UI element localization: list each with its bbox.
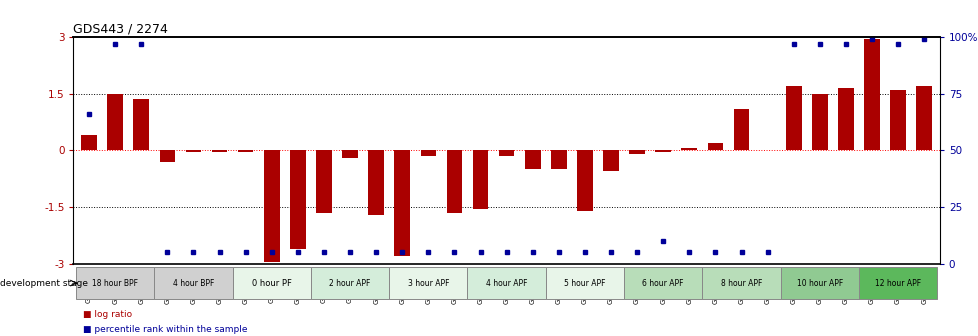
Bar [785, 86, 801, 151]
Bar [264, 151, 280, 262]
Bar [186, 151, 201, 152]
Bar [421, 151, 436, 156]
Bar [779, 267, 858, 299]
Text: 6 hour APF: 6 hour APF [642, 279, 684, 288]
Text: 12 hour APF: 12 hour APF [874, 279, 920, 288]
Text: development stage: development stage [0, 279, 88, 288]
Bar [545, 267, 623, 299]
Text: GDS443 / 2274: GDS443 / 2274 [73, 23, 168, 36]
Text: 8 hour APF: 8 hour APF [720, 279, 762, 288]
Bar [707, 143, 723, 151]
Bar [472, 151, 488, 209]
Bar [701, 267, 779, 299]
Bar [368, 151, 383, 215]
Bar [864, 39, 879, 151]
Bar [654, 151, 670, 152]
Bar [289, 151, 305, 249]
Bar [733, 109, 748, 151]
Bar [133, 99, 149, 151]
Bar [576, 151, 592, 211]
Bar [524, 151, 540, 169]
Bar [837, 88, 853, 151]
Bar [108, 94, 123, 151]
Bar [155, 267, 233, 299]
Text: 0 hour PF: 0 hour PF [251, 279, 291, 288]
Bar [467, 267, 545, 299]
Bar [159, 151, 175, 162]
Text: 10 hour APF: 10 hour APF [796, 279, 842, 288]
Bar [311, 267, 389, 299]
Text: 5 hour APF: 5 hour APF [563, 279, 605, 288]
Text: 4 hour BPF: 4 hour BPF [172, 279, 214, 288]
Bar [238, 151, 253, 152]
Bar [681, 149, 696, 151]
Bar [389, 267, 467, 299]
Bar [394, 151, 410, 256]
Bar [211, 151, 227, 152]
Bar [551, 151, 566, 169]
Text: 18 hour BPF: 18 hour BPF [92, 279, 138, 288]
Text: 3 hour APF: 3 hour APF [407, 279, 449, 288]
Bar [811, 94, 826, 151]
Bar [316, 151, 332, 213]
Bar [629, 151, 645, 154]
Bar [623, 267, 701, 299]
Bar [446, 151, 462, 213]
Bar [342, 151, 358, 158]
Bar [915, 86, 931, 151]
Bar [499, 151, 513, 156]
Text: 2 hour APF: 2 hour APF [329, 279, 371, 288]
Bar [602, 151, 618, 171]
Text: 4 hour APF: 4 hour APF [485, 279, 527, 288]
Text: ■ log ratio: ■ log ratio [83, 310, 132, 319]
Bar [76, 267, 155, 299]
Bar [233, 267, 311, 299]
Bar [889, 90, 905, 151]
Text: ■ percentile rank within the sample: ■ percentile rank within the sample [83, 325, 247, 334]
Bar [81, 135, 97, 151]
Bar [858, 267, 936, 299]
